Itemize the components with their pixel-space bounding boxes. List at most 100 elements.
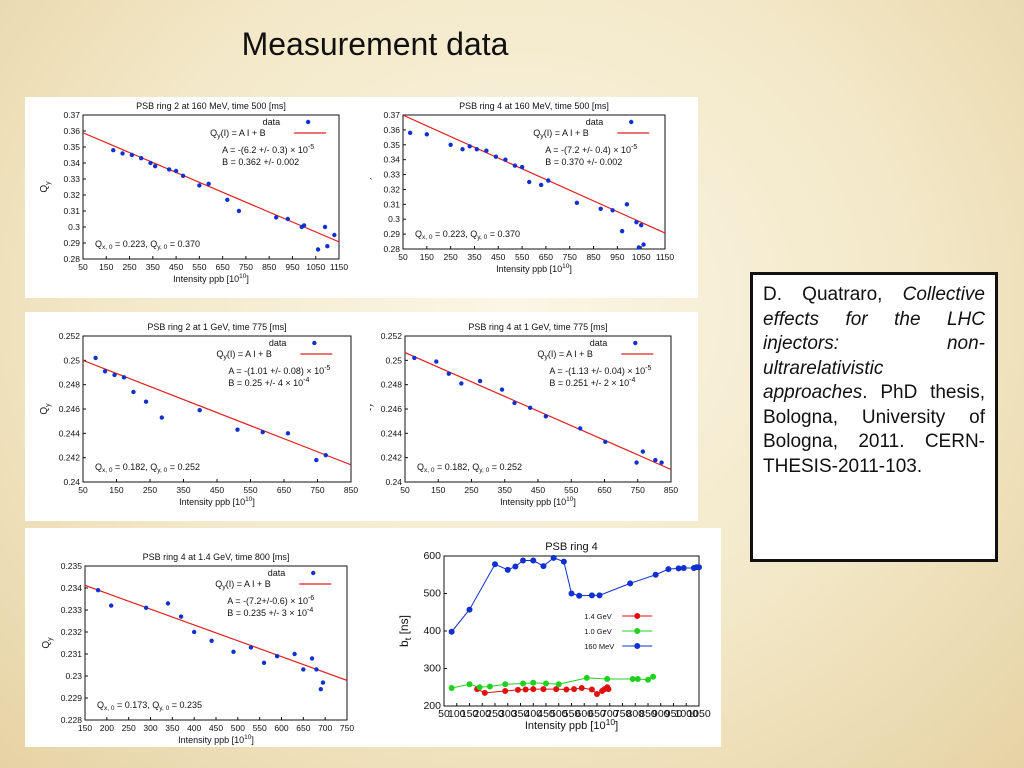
data-point (499, 387, 505, 392)
data-point (634, 220, 639, 225)
x-tick-label: 350 (467, 252, 481, 262)
data-point (323, 453, 328, 458)
series-point (466, 606, 473, 613)
data-point (474, 147, 480, 152)
series-point (502, 681, 509, 688)
series-point (627, 580, 634, 587)
x-tick-label: 250 (143, 485, 157, 495)
data-point (178, 614, 184, 619)
x-tick-label: 350 (512, 708, 530, 720)
y-tick-label: 0.232 (61, 627, 83, 637)
series-point (578, 685, 585, 691)
y-tick-label: 0.31 (63, 206, 80, 216)
x-tick-label: 450 (209, 723, 223, 733)
chart-panel-1gev: PSB ring 2 at 1 GeV, time 775 [ms] 50 150 2… (25, 312, 698, 521)
data-point (603, 439, 608, 445)
data-point (314, 667, 319, 672)
fit-param-a: A = -(7.2+/-0.6) × 10-6 (227, 595, 314, 606)
series-point (629, 676, 636, 682)
x-tick-label: 650 (597, 485, 611, 495)
y-tick-label: 0.25 (63, 355, 80, 365)
data-point (619, 228, 625, 234)
y-tick-label: 0.252 (381, 331, 403, 341)
x-tick-label: 350 (146, 262, 160, 272)
data-point (235, 427, 240, 432)
data-point (610, 208, 615, 213)
series-point (594, 691, 600, 697)
x-tick-label: 1150 (656, 252, 675, 262)
x-tick-label: 450 (537, 708, 555, 720)
legend-fit-label: Qy(I) = A I + B (216, 349, 272, 361)
y-tick-label: 0.34 (383, 155, 400, 165)
x-tick-label: 250 (486, 708, 504, 720)
x-tick-label: 700 (601, 708, 619, 720)
data-point (493, 154, 499, 159)
data-point (93, 355, 98, 361)
data-point (309, 656, 315, 661)
data-point (248, 645, 254, 650)
x-tick-label: 150 (461, 708, 479, 720)
x-tick-label: 950 (285, 262, 299, 272)
legend-data-label: data (590, 338, 608, 348)
data-point (120, 151, 125, 156)
fit-line (403, 115, 665, 234)
x-tick-label: 600 (575, 708, 593, 720)
data-point (538, 182, 544, 188)
data-point (578, 426, 583, 431)
x-tick-label: 950 (665, 708, 683, 720)
y-tick-label: 0.233 (61, 605, 83, 615)
y-tick-label: 0.231 (61, 649, 83, 659)
tune-annotation: Qx, 0 = 0.182, Qy, 0 = 0.252 (95, 462, 200, 474)
series-point (596, 592, 603, 599)
data-point (152, 164, 158, 169)
x-axis-label: Intensity ppb [1010] (525, 717, 618, 732)
data-point (653, 457, 658, 463)
series-point (634, 676, 641, 682)
x-tick-label: 300 (143, 723, 157, 733)
series-point (502, 688, 509, 694)
y-tick-label: 0.31 (383, 199, 400, 209)
x-tick-label: 250 (122, 262, 136, 272)
x-axis-label: Intensity ppb [1010] (500, 496, 576, 507)
chart-ring4-1p4gev: PSB ring 4 at 1.4 GeV, time 800 [ms] 150 2… (41, 552, 354, 745)
series-point (588, 686, 595, 693)
data-point (138, 156, 144, 161)
x-tick-label: 150 (99, 262, 113, 272)
x-tick-label: 1000 (675, 708, 699, 720)
series-point (604, 676, 611, 682)
series-point (540, 686, 547, 693)
y-tick-label: 0.36 (383, 125, 400, 135)
x-tick-label: 750 (239, 262, 253, 272)
x-tick-label: 200 (100, 723, 114, 733)
fit-param-a: A = -(6.2 +/- 0.3) × 10-5 (222, 144, 314, 155)
x-tick-label: 550 (192, 262, 206, 272)
series-point (486, 683, 493, 690)
series-point (568, 590, 575, 597)
data-point (111, 148, 116, 153)
y-axis-label: Qy (39, 403, 52, 415)
x-tick-label: 700 (318, 723, 332, 733)
series-point (652, 571, 659, 578)
data-point (159, 415, 165, 420)
series-point (466, 681, 473, 688)
legend-data-label: data (269, 338, 287, 348)
y-tick-label: 0.32 (63, 190, 80, 200)
series-point (514, 686, 521, 693)
data-point (231, 649, 236, 654)
data-point (641, 242, 646, 247)
data-point (448, 142, 453, 147)
data-point (165, 601, 171, 606)
fit-param-b: B = 0.235 +/- 3 × 10-4 (227, 607, 313, 618)
x-tick-label: 250 (444, 252, 458, 262)
x-tick-label: 300 (499, 708, 517, 720)
plot-frame (402, 114, 666, 250)
citation-author: D. Quatraro, (763, 284, 883, 305)
data-point (434, 359, 439, 364)
data-point (467, 144, 472, 149)
legend-data-label: data (263, 117, 281, 127)
x-tick-label: 550 (515, 252, 529, 262)
y-tick-label: 0.228 (61, 715, 83, 725)
x-tick-label: 650 (277, 485, 291, 495)
y-tick-label: 0.242 (381, 453, 403, 463)
y-tick-label: 0.35 (383, 140, 400, 150)
